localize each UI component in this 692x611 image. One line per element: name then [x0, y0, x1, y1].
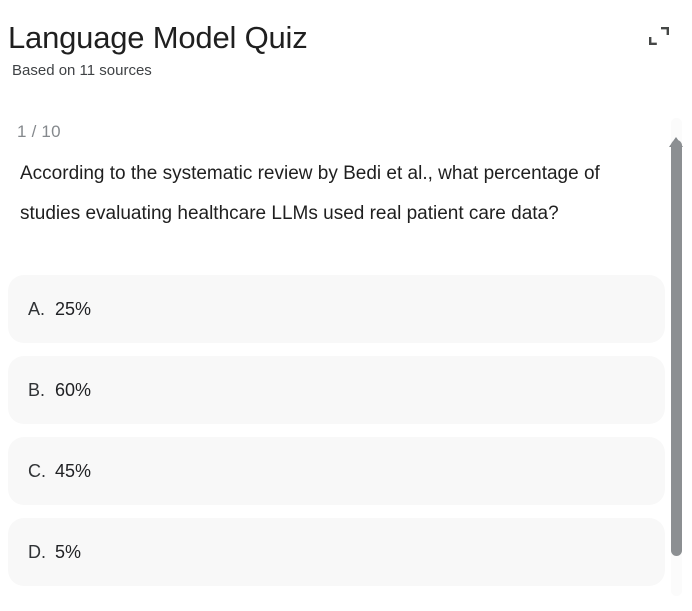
option-letter: D.: [28, 541, 46, 562]
scrollbar[interactable]: [668, 118, 684, 596]
option-letter: A.: [28, 298, 46, 319]
open-in-full-icon: [649, 27, 669, 45]
quiz-option-c[interactable]: C. 45%: [8, 437, 665, 505]
option-label: 5%: [55, 541, 82, 562]
option-letter: B.: [28, 379, 46, 400]
question-text: According to the systematic review by Be…: [20, 163, 600, 224]
option-label: 60%: [55, 379, 92, 400]
expand-button[interactable]: [644, 21, 674, 51]
quiz-option-a[interactable]: A. 25%: [8, 275, 665, 343]
options-list: A. 25% B. 60% C. 45% D. 5%: [8, 275, 665, 586]
option-letter: C.: [28, 460, 46, 481]
quiz-option-d[interactable]: D. 5%: [8, 518, 665, 586]
sources-subtitle: Based on 11 sources: [12, 62, 152, 79]
quiz-option-b[interactable]: B. 60%: [8, 356, 665, 424]
scrollbar-thumb[interactable]: [671, 140, 682, 556]
option-label: 45%: [55, 460, 92, 481]
question-counter: 1 / 10: [17, 122, 61, 141]
page-title: Language Model Quiz: [8, 20, 308, 55]
option-label: 25%: [55, 298, 92, 319]
scroll-up-button[interactable]: [669, 122, 683, 147]
